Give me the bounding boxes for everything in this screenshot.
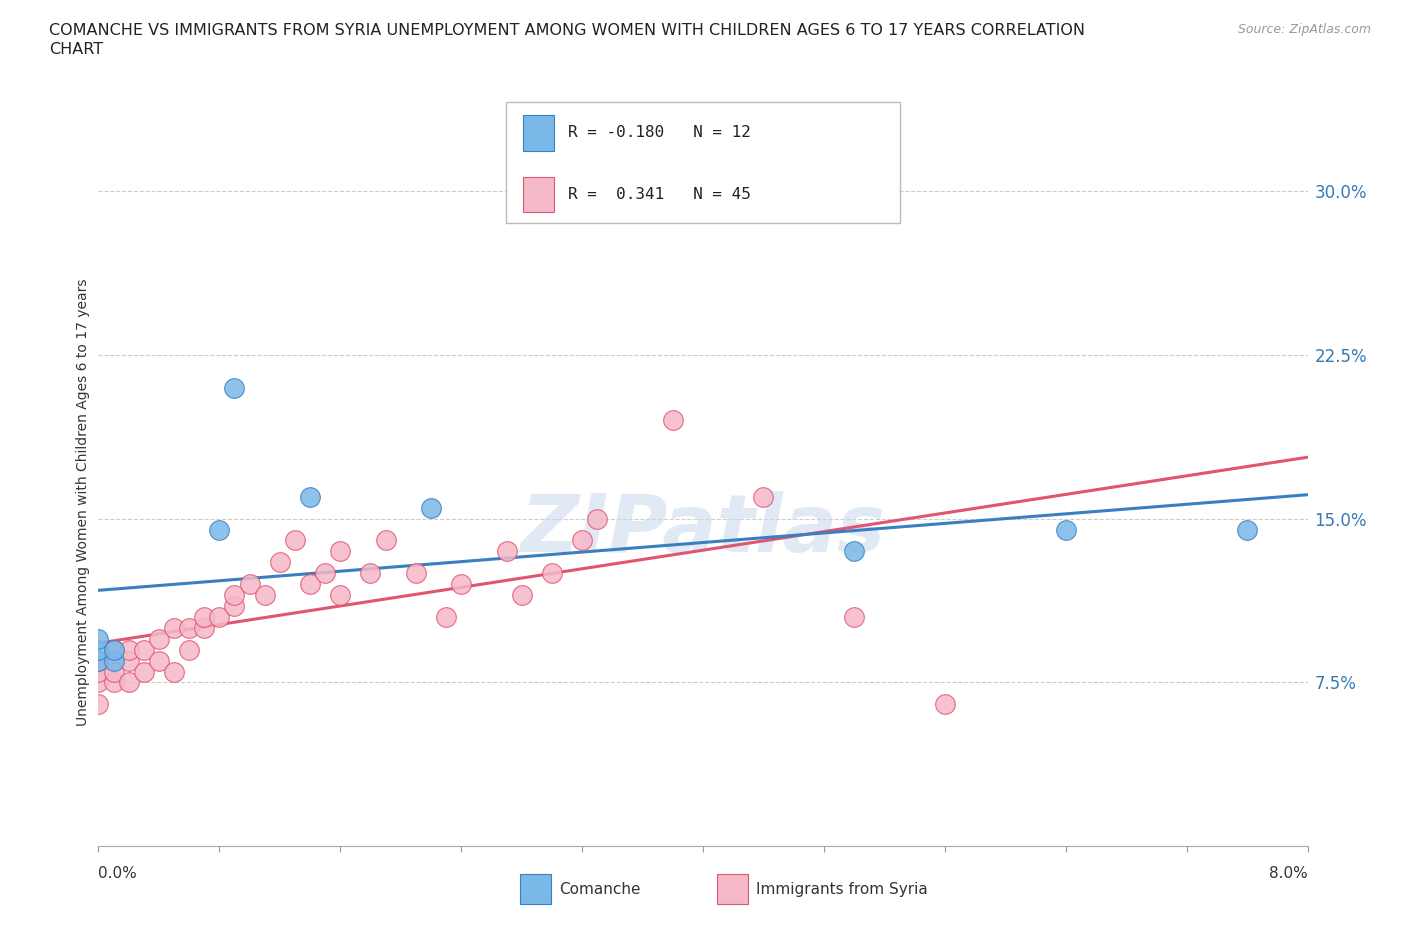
Text: 8.0%: 8.0% bbox=[1268, 866, 1308, 881]
Point bbox=[103, 643, 125, 658]
Point bbox=[148, 653, 170, 668]
Text: Source: ZipAtlas.com: Source: ZipAtlas.com bbox=[1237, 23, 1371, 36]
Point bbox=[420, 500, 443, 515]
Text: ZIPatlas: ZIPatlas bbox=[520, 491, 886, 569]
Point bbox=[284, 533, 307, 548]
Point bbox=[239, 577, 262, 591]
Point bbox=[148, 631, 170, 646]
Text: COMANCHE VS IMMIGRANTS FROM SYRIA UNEMPLOYMENT AMONG WOMEN WITH CHILDREN AGES 6 : COMANCHE VS IMMIGRANTS FROM SYRIA UNEMPL… bbox=[49, 23, 1085, 38]
Point bbox=[329, 544, 352, 559]
Text: Comanche: Comanche bbox=[560, 882, 641, 897]
Point bbox=[118, 675, 141, 690]
Text: R =  0.341   N = 45: R = 0.341 N = 45 bbox=[568, 187, 751, 202]
Point bbox=[329, 588, 352, 603]
Point bbox=[118, 643, 141, 658]
Point bbox=[87, 653, 110, 668]
Point bbox=[163, 664, 186, 679]
Point bbox=[510, 588, 533, 603]
Point bbox=[163, 620, 186, 635]
Point bbox=[132, 664, 155, 679]
Point bbox=[103, 675, 125, 690]
Point bbox=[450, 577, 472, 591]
Point bbox=[87, 697, 110, 711]
Point bbox=[224, 599, 246, 614]
Point bbox=[103, 643, 125, 658]
Text: Immigrants from Syria: Immigrants from Syria bbox=[756, 882, 928, 897]
Point bbox=[1236, 522, 1258, 537]
Point bbox=[87, 631, 110, 646]
Point bbox=[179, 643, 201, 658]
Point bbox=[662, 413, 685, 428]
Point bbox=[299, 577, 322, 591]
Point bbox=[103, 653, 125, 668]
Point bbox=[132, 643, 155, 658]
Point bbox=[541, 565, 564, 580]
Point bbox=[1054, 522, 1077, 537]
Point bbox=[844, 544, 866, 559]
Point bbox=[314, 565, 336, 580]
Point bbox=[118, 653, 141, 668]
Point bbox=[208, 522, 231, 537]
Point bbox=[299, 489, 322, 504]
Point bbox=[87, 664, 110, 679]
Point bbox=[934, 697, 956, 711]
Y-axis label: Unemployment Among Women with Children Ages 6 to 17 years: Unemployment Among Women with Children A… bbox=[76, 278, 90, 726]
Point bbox=[374, 533, 396, 548]
Point bbox=[405, 565, 427, 580]
Point bbox=[103, 664, 125, 679]
Point bbox=[752, 489, 775, 504]
Point bbox=[87, 643, 110, 658]
Text: R = -0.180   N = 12: R = -0.180 N = 12 bbox=[568, 126, 751, 140]
Point bbox=[571, 533, 593, 548]
Point bbox=[495, 544, 517, 559]
Point bbox=[87, 653, 110, 668]
Point bbox=[193, 609, 215, 624]
Text: 0.0%: 0.0% bbox=[98, 866, 138, 881]
Point bbox=[224, 588, 246, 603]
Point bbox=[360, 565, 382, 580]
Point bbox=[844, 609, 866, 624]
Point bbox=[193, 620, 215, 635]
Point bbox=[586, 512, 609, 526]
Point bbox=[269, 555, 291, 570]
Point bbox=[87, 675, 110, 690]
Point bbox=[253, 588, 276, 603]
Point bbox=[179, 620, 201, 635]
Text: CHART: CHART bbox=[49, 42, 103, 57]
Point bbox=[434, 609, 457, 624]
Point bbox=[208, 609, 231, 624]
Point bbox=[224, 380, 246, 395]
